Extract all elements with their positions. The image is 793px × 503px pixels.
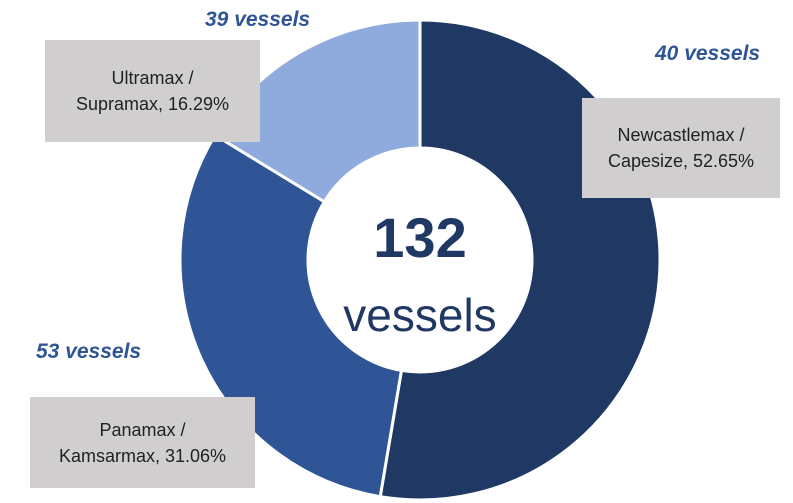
annotation: 53 vessels <box>36 340 142 363</box>
center-label: vessels <box>343 289 497 341</box>
data-label: Panamax / Kamsarmax, 31.06% <box>30 397 255 488</box>
center-value: 132 <box>373 206 467 269</box>
annotation: 40 vessels <box>655 42 761 65</box>
data-label: Newcastlemax / Capesize, 52.65% <box>582 98 780 198</box>
annotation: 39 vessels <box>205 8 311 31</box>
data-label: Ultramax / Supramax, 16.29% <box>45 40 260 142</box>
